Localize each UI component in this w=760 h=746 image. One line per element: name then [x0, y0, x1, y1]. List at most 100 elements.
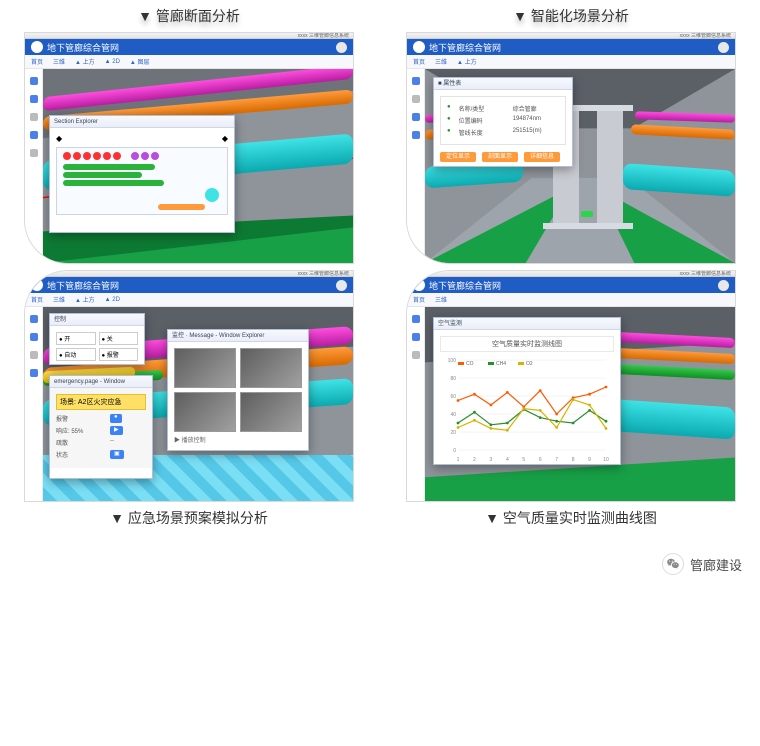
- tool-icon[interactable]: [412, 333, 420, 341]
- subnav-item[interactable]: ▲ 上方: [75, 57, 95, 66]
- air-quality-chart-dialog[interactable]: 空气监测 空气质量实时监测线图 02040608010012345678910C…: [433, 317, 621, 465]
- badge: ▣: [110, 450, 124, 459]
- left-toolbar: [407, 307, 425, 501]
- viewport-3d[interactable]: ■ 属性表 ●名称/类型综合管廊 ●位置编码194874nm ●管线长度2515…: [425, 69, 735, 263]
- tool-icon[interactable]: [30, 113, 38, 121]
- panel-emergency-sim: xxxx 三维管廊信息系统 地下管廊综合管网 首页 三维 ▲ 上方 ▲ 2D: [24, 270, 354, 502]
- svg-text:7: 7: [555, 457, 558, 463]
- dialog-titlebar: 监控 · Message - Window Explorer: [168, 330, 308, 342]
- tool-icon[interactable]: [412, 95, 420, 103]
- viewport-3d[interactable]: 控制 ● 开 ● 关 ● 自动 ● 报警 emergency.page - Wi…: [43, 307, 353, 501]
- app-logo-icon: [413, 279, 425, 291]
- subnav-item[interactable]: ▲ 上方: [75, 295, 95, 304]
- dialog-titlebar: emergency.page - Window: [50, 376, 152, 388]
- ctl-item[interactable]: ● 关: [99, 332, 139, 345]
- svg-text:8: 8: [572, 457, 575, 463]
- dialog-titlebar: 空气监测: [434, 318, 620, 330]
- svg-text:1: 1: [457, 457, 460, 463]
- cyan-node-icon: [205, 188, 219, 202]
- viewport-3d[interactable]: 空气监测 空气质量实时监测线图 02040608010012345678910C…: [425, 307, 735, 501]
- attribute-dialog[interactable]: ■ 属性表 ●名称/类型综合管廊 ●位置编码194874nm ●管线长度2515…: [433, 77, 573, 167]
- table-row: ●管线长度251515(m): [447, 128, 559, 137]
- camera-dialog[interactable]: 监控 · Message - Window Explorer ▶ 播放控制: [167, 329, 309, 451]
- ctl-item[interactable]: ● 报警: [99, 348, 139, 361]
- left-toolbar: [25, 307, 43, 501]
- table-row: ●位置编码194874nm: [447, 116, 559, 125]
- svg-text:60: 60: [450, 394, 456, 400]
- left-toolbar: [25, 69, 43, 263]
- subnav-item[interactable]: ▲ 2D: [105, 59, 120, 65]
- detail-button[interactable]: 详细信息: [524, 152, 560, 162]
- tool-icon[interactable]: [30, 149, 38, 157]
- wechat-icon: [662, 553, 684, 575]
- svg-text:80: 80: [450, 376, 456, 382]
- ibeam: [597, 105, 623, 229]
- locate-button[interactable]: 定位显示: [440, 152, 476, 162]
- badge: ●: [110, 414, 122, 423]
- subnav-item[interactable]: 首页: [31, 57, 43, 66]
- ctl-item[interactable]: ● 开: [56, 332, 96, 345]
- tool-icon[interactable]: [30, 131, 38, 139]
- badge: ▶: [110, 426, 123, 435]
- svg-text:CH4: CH4: [496, 361, 506, 367]
- app-title: 地下管廊综合管网: [429, 279, 501, 292]
- tool-icon[interactable]: [30, 351, 38, 359]
- tool-icon[interactable]: [412, 113, 420, 121]
- subnav-item[interactable]: 首页: [413, 295, 425, 304]
- caption-bottom-left: ▼ 应急场景预案模拟分析: [24, 508, 354, 740]
- tool-icon[interactable]: [412, 77, 420, 85]
- subnav-item[interactable]: 三维: [53, 295, 65, 304]
- app-titlebar: 地下管廊综合管网: [407, 277, 735, 293]
- ctl-item[interactable]: ● 自动: [56, 348, 96, 361]
- section-button[interactable]: 剖面显示: [482, 152, 518, 162]
- tool-icon[interactable]: [412, 131, 420, 139]
- svg-text:6: 6: [539, 457, 542, 463]
- subnav-item[interactable]: 三维: [53, 57, 65, 66]
- svg-text:O2: O2: [526, 361, 533, 367]
- camera-feed[interactable]: [174, 392, 236, 432]
- camera-feed[interactable]: [240, 348, 302, 388]
- camera-feed[interactable]: [240, 392, 302, 432]
- control-dialog[interactable]: 控制 ● 开 ● 关 ● 自动 ● 报警: [49, 313, 145, 365]
- scenario-dialog[interactable]: emergency.page - Window 场景: A2区火灾应急 报警● …: [49, 375, 153, 479]
- avatar-icon: [718, 42, 729, 53]
- viewport-3d[interactable]: Section Explorer ◆ ◆: [43, 69, 353, 263]
- tool-icon[interactable]: [30, 333, 38, 341]
- section-analysis-dialog[interactable]: Section Explorer ◆ ◆: [49, 115, 235, 233]
- subnav-item[interactable]: 三维: [435, 295, 447, 304]
- subnav: 首页 三维 ▲ 上方 ▲ 2D ▲ 图层: [25, 55, 353, 69]
- subnav-item[interactable]: ▲ 2D: [105, 297, 120, 303]
- footer-banner: 管廊建设: [662, 553, 742, 575]
- svg-text:3: 3: [489, 457, 492, 463]
- avatar-icon: [336, 42, 347, 53]
- svg-text:9: 9: [588, 457, 591, 463]
- tool-icon[interactable]: [412, 351, 420, 359]
- tool-icon[interactable]: [30, 369, 38, 377]
- app-titlebar: 地下管廊综合管网: [25, 39, 353, 55]
- subnav-item[interactable]: ▲ 上方: [457, 57, 477, 66]
- subnav-item[interactable]: 首页: [413, 57, 425, 66]
- tool-icon[interactable]: [30, 95, 38, 103]
- subnav-item[interactable]: ▲ 图层: [130, 57, 150, 66]
- avatar-icon: [336, 280, 347, 291]
- tool-icon[interactable]: [412, 315, 420, 323]
- tool-icon[interactable]: [30, 315, 38, 323]
- caption-bottom-right: ▼ 空气质量实时监测曲线图: [406, 508, 736, 740]
- subnav: 首页 三维 ▲ 上方: [407, 55, 735, 69]
- tool-icon[interactable]: [30, 77, 38, 85]
- subnav-item[interactable]: 首页: [31, 295, 43, 304]
- subnav: 首页 三维: [407, 293, 735, 307]
- svg-text:20: 20: [450, 430, 456, 436]
- avatar-icon: [718, 280, 729, 291]
- svg-text:100: 100: [448, 358, 457, 364]
- panel-air-quality: xxxx 三维管廊信息系统 地下管廊综合管网 首页 三维: [406, 270, 736, 502]
- subnav-item[interactable]: 三维: [435, 57, 447, 66]
- svg-text:5: 5: [522, 457, 525, 463]
- app-title: 地下管廊综合管网: [47, 41, 119, 54]
- dialog-titlebar: ■ 属性表: [434, 78, 572, 90]
- app-title: 地下管廊综合管网: [47, 279, 119, 292]
- panel-section-analysis: xxxx 三维管廊信息系统 地下管廊综合管网 首页 三维 ▲ 上方 ▲ 2D ▲…: [24, 32, 354, 264]
- footer-text: 管廊建设: [690, 555, 742, 574]
- line-chart: 02040608010012345678910COCH4O2: [440, 354, 612, 464]
- camera-feed[interactable]: [174, 348, 236, 388]
